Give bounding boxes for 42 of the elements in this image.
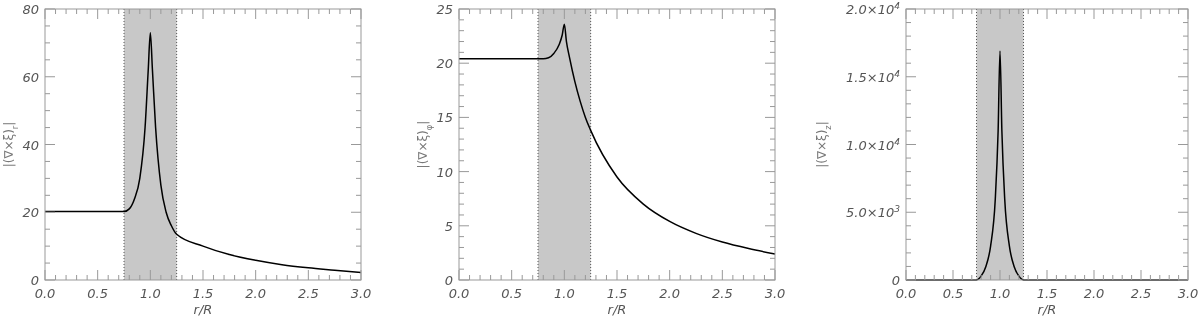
x-tick-label: 1.5 bbox=[606, 286, 628, 301]
x-tick-label: 2.5 bbox=[297, 286, 319, 301]
y-tick-label: 2.0×10$^{4}$ bbox=[846, 1, 901, 17]
x-tick-label: 1.0 bbox=[553, 286, 575, 301]
line-series bbox=[44, 31, 362, 274]
y-tick-label: 10 bbox=[436, 164, 453, 180]
x-tick-label: 1.0 bbox=[139, 286, 161, 301]
x-tick-label: 0.5 bbox=[501, 286, 523, 301]
x-tick-label: 3.0 bbox=[1177, 286, 1199, 301]
x-tick-label: 2.0 bbox=[245, 286, 267, 301]
x-tick-label: 2.0 bbox=[1083, 286, 1105, 301]
x-tick-label: 2.0 bbox=[659, 286, 681, 301]
y-tick-label: 5 bbox=[444, 218, 453, 234]
y-tick-label: 80 bbox=[22, 2, 39, 17]
y-tick-label: 20 bbox=[436, 56, 453, 72]
y-tick-label: 40 bbox=[22, 137, 39, 153]
x-tick-label: 1.5 bbox=[192, 286, 214, 301]
x-tick-label: 1.5 bbox=[1036, 286, 1058, 301]
x-axis-title: r/R bbox=[193, 302, 213, 317]
y-tick-label: 0 bbox=[891, 273, 900, 288]
y-tick-label: 0 bbox=[30, 273, 39, 288]
x-tick-label: 0.0 bbox=[448, 286, 470, 301]
x-tick-label: 1.0 bbox=[989, 286, 1011, 301]
x-tick-label: 2.5 bbox=[711, 286, 733, 301]
y-tick-label: 15 bbox=[436, 110, 453, 126]
x-tick-label: 3.0 bbox=[764, 286, 786, 301]
x-axis-title: r/R bbox=[1037, 302, 1057, 317]
y-tick-label: 60 bbox=[22, 69, 39, 85]
x-tick-label: 0.0 bbox=[34, 286, 56, 301]
x-tick-label: 0.5 bbox=[942, 286, 964, 301]
x-tick-label: 0.5 bbox=[87, 286, 109, 301]
x-tick-label: 2.5 bbox=[1130, 286, 1152, 301]
y-tick-label: 25 bbox=[436, 2, 453, 17]
y-tick-label: 1.5×10$^{4}$ bbox=[846, 68, 901, 85]
y-tick-label: 5.0×10$^{3}$ bbox=[846, 204, 901, 221]
x-axis-title: r/R bbox=[607, 302, 627, 317]
x-tick-label: 0.0 bbox=[895, 286, 917, 301]
y-tick-label: 0 bbox=[444, 273, 453, 288]
y-tick-label: 20 bbox=[22, 205, 39, 221]
y-tick-label: 1.0×10$^{4}$ bbox=[846, 136, 901, 153]
x-tick-label: 3.0 bbox=[350, 286, 372, 301]
line-series bbox=[458, 23, 776, 255]
